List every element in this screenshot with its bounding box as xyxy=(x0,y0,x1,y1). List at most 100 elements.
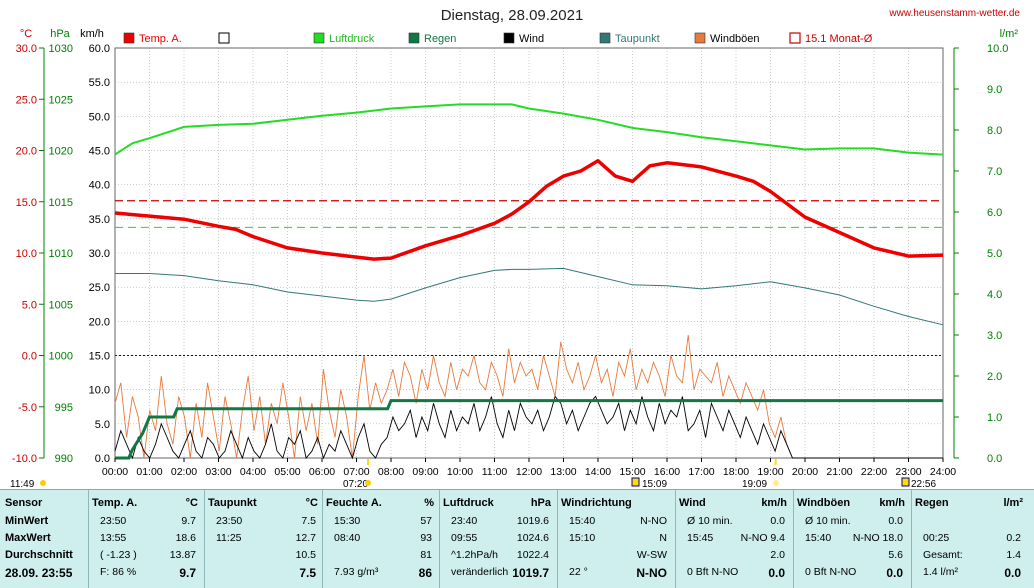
dir-row2-value: W-SW xyxy=(636,549,667,561)
column-separator xyxy=(557,490,558,588)
pressure-tick-label: 1020 xyxy=(49,146,73,158)
legend-swatch-0 xyxy=(123,32,135,44)
legend-label-0: Temp. A. xyxy=(139,33,182,45)
wind-header: Wind xyxy=(679,497,706,509)
wind-tick-label: 40.0 xyxy=(89,180,110,192)
dew-header: Taupunkt xyxy=(208,497,257,509)
column-separator xyxy=(88,490,89,588)
wind-tick-label: 60.0 xyxy=(89,43,110,55)
pressure-tick-label: 1015 xyxy=(49,197,73,209)
time-tick-label: 23:00 xyxy=(895,466,921,478)
weather-chart: Dienstag, 28.09.2021 www.heusenstamm-wet… xyxy=(10,7,1020,489)
rain-header: Regen xyxy=(915,497,949,509)
dew-row2-value: 10.5 xyxy=(295,549,316,561)
press-row3-value: 1019.7 xyxy=(512,566,549,580)
time-tick-label: 05:00 xyxy=(274,466,300,478)
legend-swatch-1 xyxy=(218,32,230,44)
time-left-label: 11:49 xyxy=(10,479,35,489)
temp-tick-label: 15.0 xyxy=(16,197,37,209)
chart-title: Dienstag, 28.09.2021 xyxy=(441,7,584,24)
wind-tick-label: 5.0 xyxy=(95,419,110,431)
statistics-table: Sensor MinWert MaxWert Durchschnitt 28.09. 2… xyxy=(0,489,1034,588)
time-tick-label: 14:00 xyxy=(585,466,611,478)
time-tick-label: 22:00 xyxy=(861,466,887,478)
pressure-unit-label: hPa xyxy=(50,28,70,40)
time-tick-label: 17:00 xyxy=(688,466,714,478)
time-tick-label: 21:00 xyxy=(826,466,852,478)
row-label-3: Durchschnitt xyxy=(5,549,73,561)
time-tick-label: 16:00 xyxy=(654,466,680,478)
dew-unit: °C xyxy=(305,497,318,509)
rain-row3-value: 0.0 xyxy=(1004,566,1021,580)
sunrise-label: 07:20 xyxy=(343,479,368,489)
rain-row1-value: 0.2 xyxy=(1006,532,1021,544)
time-tick-label: 00:00 xyxy=(102,466,128,478)
wind-tick-label: 15.0 xyxy=(89,351,110,363)
sun-moon-markers: 11:49 07:20 15:09 19:09 22:56 xyxy=(10,459,936,489)
rain-row2-label: Gesamt: xyxy=(923,549,963,561)
press-row0-label: 23:40 xyxy=(451,515,478,527)
hum-row1-label: 08:40 xyxy=(334,532,361,544)
column-separator xyxy=(793,490,794,588)
legend-swatch-5 xyxy=(599,32,611,44)
time-tick-label: 15:00 xyxy=(619,466,645,478)
rain-row2-value: 1.4 xyxy=(1006,549,1021,561)
grid xyxy=(114,47,944,459)
wind-row3-value: 0.0 xyxy=(768,566,785,580)
moonrise-label: 15:09 xyxy=(642,479,667,489)
temp-unit-label: °C xyxy=(20,28,32,40)
time-tick-label: 02:00 xyxy=(171,466,197,478)
time-tick-label: 08:00 xyxy=(378,466,404,478)
hum-row3-label: 7.93 g/m³ xyxy=(334,566,379,578)
column-separator xyxy=(322,490,323,588)
gust-row0-value: 0.0 xyxy=(888,515,903,527)
column-separator xyxy=(204,490,205,588)
temp-row1-label: 13:55 xyxy=(100,532,127,544)
gust-header: Windböen xyxy=(797,497,851,509)
gust-row0-label: Ø 10 min. xyxy=(805,515,851,527)
temp-row2-value: 13.87 xyxy=(169,549,196,561)
sunset-label: 19:09 xyxy=(742,479,767,489)
wind-tick-label: 10.0 xyxy=(89,385,110,397)
dir-row0-value: N-NO xyxy=(640,515,667,527)
time-tick-label: 13:00 xyxy=(550,466,576,478)
gust-row1-value: N-NO 18.0 xyxy=(852,532,903,544)
wind-tick-label: 20.0 xyxy=(89,316,110,328)
wind-row0-label: Ø 10 min. xyxy=(687,515,733,527)
rain-tick-label: 7.0 xyxy=(987,166,1002,178)
dir-row1-value: N xyxy=(659,532,667,544)
rain-tick-label: 8.0 xyxy=(987,125,1002,137)
gust-unit: km/h xyxy=(879,497,905,509)
temp-row0-value: 9.7 xyxy=(181,515,196,527)
rain-tick-label: 1.0 xyxy=(987,412,1002,424)
dew-row0-value: 7.5 xyxy=(301,515,316,527)
moonset-icon xyxy=(901,477,910,487)
sunset-tick xyxy=(774,459,777,465)
site-link[interactable]: www.heusenstamm-wetter.de xyxy=(888,8,1020,19)
gust-row1-label: 15:40 xyxy=(805,532,832,544)
wind-unit-label: km/h xyxy=(80,28,104,40)
column-separator xyxy=(675,490,676,588)
dir-row3-value: N-NO xyxy=(636,566,667,580)
wind-unit: km/h xyxy=(761,497,787,509)
rain-tick-label: 4.0 xyxy=(987,289,1002,301)
temp-row3-value: 9.7 xyxy=(179,566,196,580)
hum-row0-value: 57 xyxy=(420,515,432,527)
dir-row1-label: 15:10 xyxy=(569,532,596,544)
wind-row1-label: 15:45 xyxy=(687,532,714,544)
pressure-tick-label: 1000 xyxy=(49,351,73,363)
wind-row0-value: 0.0 xyxy=(770,515,785,527)
temp-tick-label: 20.0 xyxy=(16,146,37,158)
rain-tick-label: 9.0 xyxy=(987,84,1002,96)
dew-row1-value: 12.7 xyxy=(295,532,316,544)
series-layer xyxy=(114,103,944,460)
time-tick-label: 06:00 xyxy=(309,466,335,478)
rain-row1-label: 00:25 xyxy=(923,532,950,544)
press-row3-label: veränderlich xyxy=(451,566,509,578)
rain-row3-label: 1.4 l/m² xyxy=(923,566,959,578)
wind-tick-label: 35.0 xyxy=(89,214,110,226)
time-tick-label: 11:00 xyxy=(482,466,508,478)
pressure-tick-label: 1030 xyxy=(49,43,73,55)
hum-row1-value: 93 xyxy=(420,532,432,544)
temp-tick-label: 30.0 xyxy=(16,43,37,55)
